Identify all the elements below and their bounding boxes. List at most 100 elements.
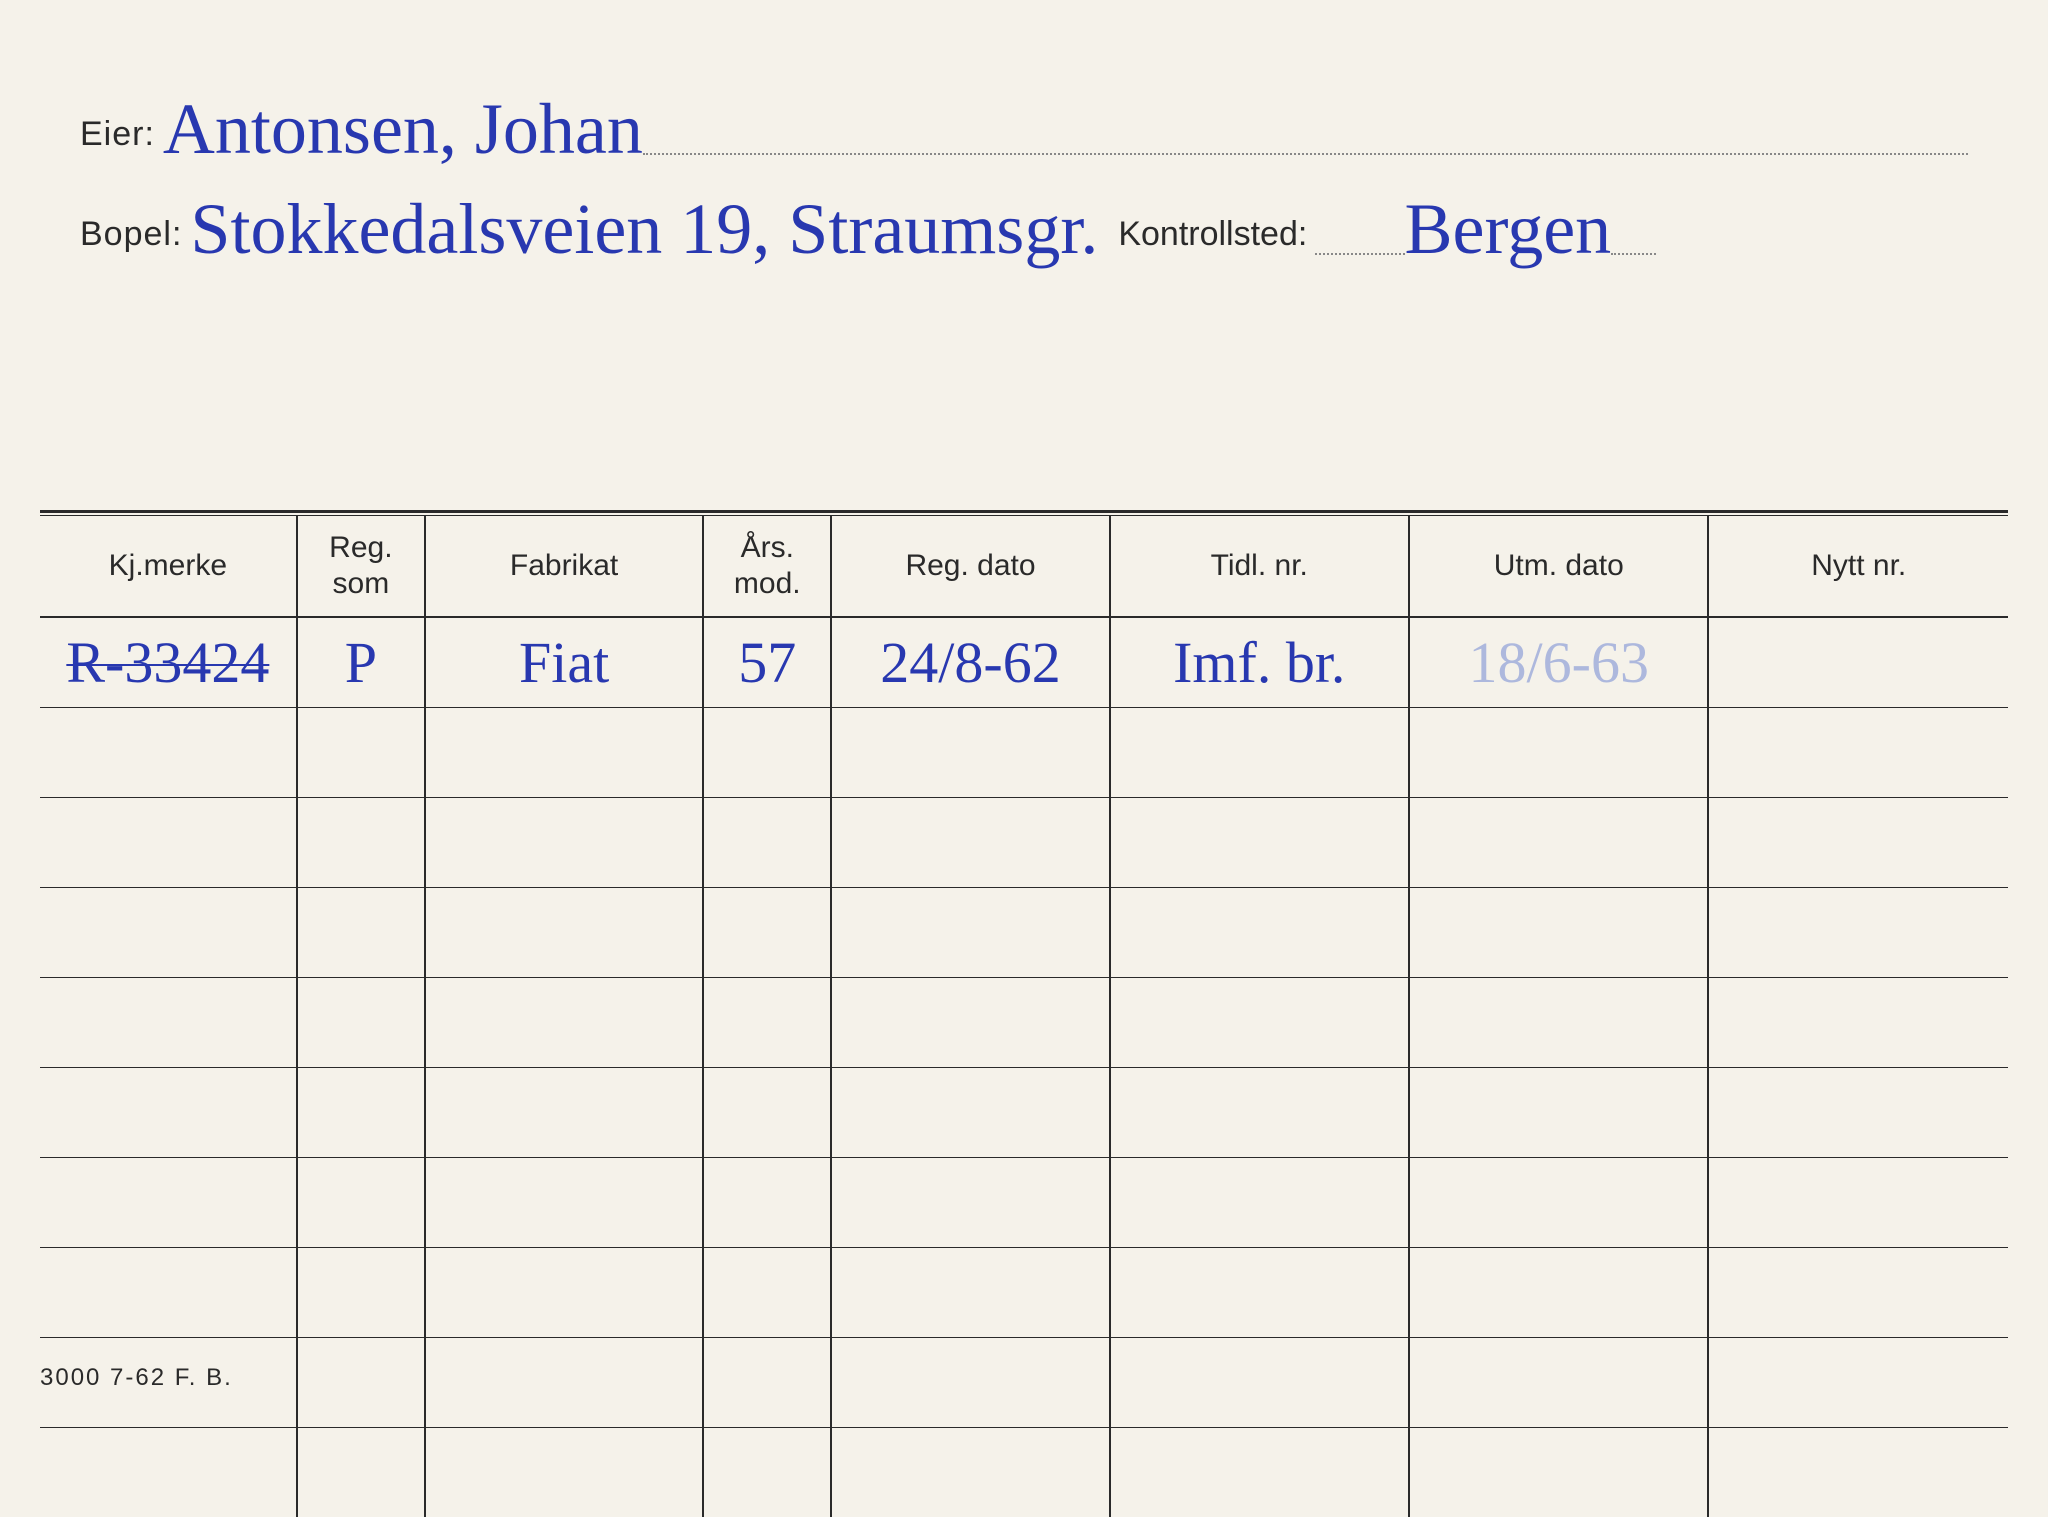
cell-regdato <box>831 977 1109 1067</box>
cell-regsom <box>297 797 425 887</box>
cell-tidlnr <box>1110 1157 1409 1247</box>
cell-kjmerke <box>40 707 297 797</box>
cell-nyttnr <box>1708 1427 2008 1517</box>
cell-regdato <box>831 797 1109 887</box>
cell-fabrikat <box>425 977 703 1067</box>
cell-kjmerke <box>40 977 297 1067</box>
dotted-line <box>1315 253 1404 255</box>
cell-fabrikat <box>425 1067 703 1157</box>
cell-tidlnr <box>1110 977 1409 1067</box>
registration-table-container: Kj.merke Reg. som Fabrikat Års. mod. Reg… <box>40 510 2008 1517</box>
cell-kjmerke <box>40 1427 297 1517</box>
cell-arsmod <box>703 707 831 797</box>
cell-arsmod <box>703 1247 831 1337</box>
table-row <box>40 977 2008 1067</box>
table-row <box>40 1247 2008 1337</box>
form-code: 3000 7-62 F. B. <box>40 1364 233 1392</box>
bopel-label: Bopel: <box>80 215 182 254</box>
col-tidlnr: Tidl. nr. <box>1110 516 1409 617</box>
cell-regsom <box>297 1157 425 1247</box>
cell-utmdato <box>1409 1067 1708 1157</box>
cell-utmdato <box>1409 887 1708 977</box>
cell-regdato <box>831 1427 1109 1517</box>
cell-nyttnr <box>1708 1067 2008 1157</box>
cell-regdato <box>831 1337 1109 1427</box>
bopel-value: Stokkedalsveien 19, Straumsgr. <box>190 188 1098 271</box>
cell-regdato <box>831 887 1109 977</box>
cell-kjmerke <box>40 797 297 887</box>
cell-utmdato <box>1409 1247 1708 1337</box>
cell-tidlnr <box>1110 1337 1409 1427</box>
cell-tidlnr: Imf. br. <box>1110 617 1409 707</box>
cell-fabrikat: Fiat <box>425 617 703 707</box>
cell-utmdato <box>1409 707 1708 797</box>
eier-row: Eier: Antonsen, Johan <box>80 80 1968 163</box>
cell-nyttnr <box>1708 797 2008 887</box>
cell-nyttnr <box>1708 707 2008 797</box>
cell-nyttnr <box>1708 617 2008 707</box>
dotted-line <box>643 153 1968 155</box>
table-row <box>40 1157 2008 1247</box>
cell-arsmod <box>703 1337 831 1427</box>
cell-regdato <box>831 1067 1109 1157</box>
cell-fabrikat <box>425 797 703 887</box>
cell-utmdato <box>1409 797 1708 887</box>
cell-kjmerke <box>40 887 297 977</box>
cell-tidlnr <box>1110 887 1409 977</box>
dotted-line <box>1611 253 1656 255</box>
cell-arsmod <box>703 1157 831 1247</box>
cell-tidlnr <box>1110 707 1409 797</box>
cell-utmdato <box>1409 1157 1708 1247</box>
cell-kjmerke <box>40 1247 297 1337</box>
registration-table: Kj.merke Reg. som Fabrikat Års. mod. Reg… <box>40 516 2008 1517</box>
cell-kjmerke: R-33424 <box>40 617 297 707</box>
table-row: R-33424PFiat5724/8-62Imf. br.18/6-63 <box>40 617 2008 707</box>
table-row <box>40 1337 2008 1427</box>
cell-fabrikat <box>425 1337 703 1427</box>
table-row <box>40 887 2008 977</box>
cell-fabrikat <box>425 707 703 797</box>
cell-regsom <box>297 1067 425 1157</box>
cell-arsmod <box>703 1427 831 1517</box>
cell-utmdato: 18/6-63 <box>1409 617 1708 707</box>
cell-arsmod: 57 <box>703 617 831 707</box>
cell-fabrikat <box>425 887 703 977</box>
cell-arsmod <box>703 797 831 887</box>
col-kjmerke: Kj.merke <box>40 516 297 617</box>
table-header-row: Kj.merke Reg. som Fabrikat Års. mod. Reg… <box>40 516 2008 617</box>
header-fields: Eier: Antonsen, Johan Bopel: Stokkedalsv… <box>40 30 2008 250</box>
cell-nyttnr <box>1708 1337 2008 1427</box>
cell-tidlnr <box>1110 797 1409 887</box>
cell-utmdato <box>1409 1337 1708 1427</box>
table-row <box>40 707 2008 797</box>
bopel-row: Bopel: Stokkedalsveien 19, Straumsgr. Ko… <box>80 180 1968 263</box>
cell-regsom <box>297 1427 425 1517</box>
cell-tidlnr <box>1110 1247 1409 1337</box>
cell-regdato: 24/8-62 <box>831 617 1109 707</box>
cell-regdato <box>831 1247 1109 1337</box>
col-regdato: Reg. dato <box>831 516 1109 617</box>
cell-kjmerke <box>40 1067 297 1157</box>
col-nyttnr: Nytt nr. <box>1708 516 2008 617</box>
table-row <box>40 797 2008 887</box>
col-regsom: Reg. som <box>297 516 425 617</box>
cell-fabrikat <box>425 1157 703 1247</box>
col-arsmod: Års. mod. <box>703 516 831 617</box>
cell-regdato <box>831 707 1109 797</box>
cell-utmdato <box>1409 977 1708 1067</box>
eier-value: Antonsen, Johan <box>163 88 643 171</box>
table-row <box>40 1427 2008 1517</box>
cell-regsom <box>297 707 425 797</box>
cell-nyttnr <box>1708 977 2008 1067</box>
cell-kjmerke <box>40 1157 297 1247</box>
kontrollsted-label: Kontrollsted: <box>1118 215 1307 254</box>
cell-fabrikat <box>425 1427 703 1517</box>
col-fabrikat: Fabrikat <box>425 516 703 617</box>
cell-arsmod <box>703 977 831 1067</box>
col-utmdato: Utm. dato <box>1409 516 1708 617</box>
cell-nyttnr <box>1708 1157 2008 1247</box>
cell-regsom: P <box>297 617 425 707</box>
cell-regsom <box>297 887 425 977</box>
cell-regsom <box>297 977 425 1067</box>
cell-tidlnr <box>1110 1427 1409 1517</box>
